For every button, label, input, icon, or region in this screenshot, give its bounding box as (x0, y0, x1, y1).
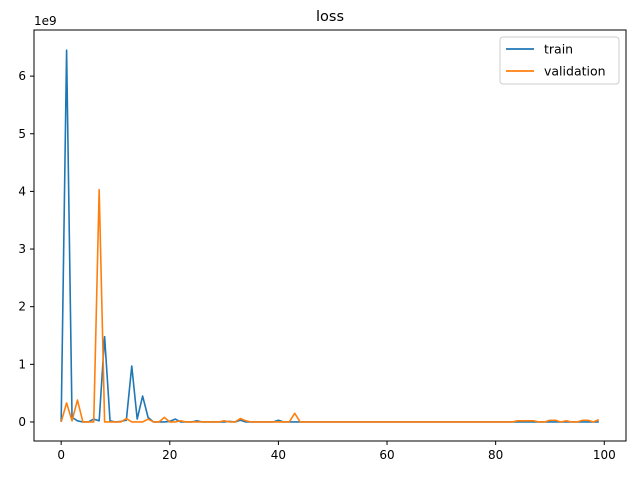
y-tick-label: 5 (18, 127, 26, 141)
y-offset-label: 1e9 (34, 14, 57, 28)
series-line-validation (60, 188, 600, 423)
legend-label-validation: validation (544, 64, 606, 79)
legend-label-train: train (544, 42, 573, 57)
y-tick-label: 4 (18, 184, 26, 198)
y-tick-label: 6 (18, 69, 26, 83)
axes-layer: 0 20 40 60 80 100 0 1 2 3 4 5 6 (18, 29, 627, 462)
x-tick-label: 20 (162, 448, 177, 462)
x-tick-label: 80 (488, 448, 503, 462)
x-tick-label: 100 (593, 448, 616, 462)
y-tick-label: 0 (18, 415, 26, 429)
plot-frame (33, 29, 627, 442)
series-layer (60, 49, 600, 423)
x-tick-label: 0 (57, 448, 65, 462)
x-tick-label: 60 (379, 448, 394, 462)
y-tick-label: 3 (18, 242, 26, 256)
x-tick-label: 40 (271, 448, 286, 462)
chart-title: loss (316, 9, 344, 25)
legend: train validation (499, 36, 620, 85)
series-line-train (60, 49, 599, 423)
y-tick-label: 1 (18, 357, 26, 371)
y-tick-label: 2 (18, 300, 26, 314)
